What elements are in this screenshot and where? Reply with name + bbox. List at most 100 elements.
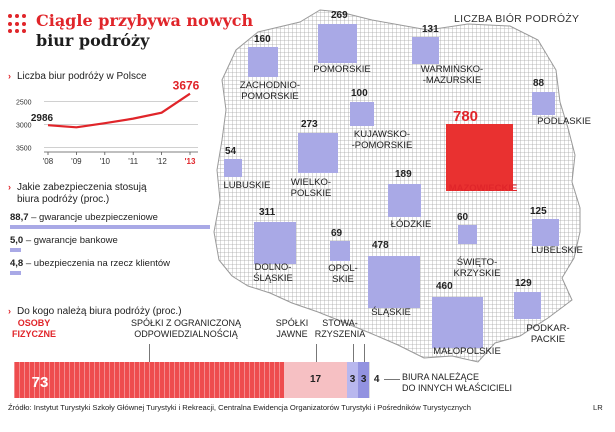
x-tick-label: '11 xyxy=(128,157,138,166)
ownership-leader xyxy=(315,344,317,362)
ownership-value: 3 xyxy=(360,374,367,385)
region-value-lubelskie: 125 xyxy=(530,206,547,217)
source-note: Źródło: Instytut Turystyki Szkoły Główne… xyxy=(8,403,471,412)
y-tick-label: 3500 xyxy=(16,145,32,152)
ownership-label: BIURA NALEŻĄCE DO INNYCH WŁAŚCICIELI xyxy=(402,372,513,393)
region-name-mazowieckie: MAZOWIECKIE xyxy=(448,183,518,194)
region-square-swietokrzyskie xyxy=(458,225,477,244)
count-section-title: Liczba biur podróży w Polsce xyxy=(17,71,147,82)
region-square-lodzkie xyxy=(388,184,421,217)
region-square-opolskie xyxy=(330,241,350,261)
security-bar xyxy=(10,271,21,275)
region-square-podlaskie xyxy=(532,92,555,115)
security-value: 88,7 xyxy=(10,212,29,223)
region-value-lubuskie: 54 xyxy=(225,146,237,157)
ownership-segment xyxy=(14,362,285,398)
ownership-label: OSOBY FIZYCZNE xyxy=(12,318,56,339)
region-value-pomorskie: 269 xyxy=(331,10,348,21)
region-name-lubelskie: LUBELSKIE xyxy=(531,245,583,256)
ownership-value: 4 xyxy=(373,374,380,385)
bullet-arrow-icon: › xyxy=(8,71,11,81)
region-square-wielkopolskie xyxy=(298,133,338,173)
x-tick-label: '12 xyxy=(156,157,167,166)
region-value-podlaskie: 88 xyxy=(533,78,545,89)
credit: LR xyxy=(593,403,603,412)
value-label-first: 2986 xyxy=(31,113,54,124)
region-square-lubelskie xyxy=(532,219,559,246)
line-chart: 3500 3000 2500 '08 '09 '10 '11 '12 '13 2986 3676 xyxy=(16,80,200,166)
ownership-label: SPÓŁKI JAWNE xyxy=(275,318,309,339)
region-square-dolnoslaskie xyxy=(254,222,296,264)
security-label: – ubezpieczenia na rzecz klientów xyxy=(23,258,171,269)
region-name-podlaskie: PODLASKIE xyxy=(537,116,591,127)
region-square-mazowieckie xyxy=(446,124,513,191)
x-tick-label: '13 xyxy=(185,157,196,166)
region-value-wielkopolskie: 273 xyxy=(301,119,318,130)
security-value: 4,8 xyxy=(10,258,24,269)
main-title-line1: Ciągle przybywa nowych xyxy=(36,11,254,30)
x-tick-label: '08 xyxy=(43,157,54,166)
value-label-last: 3676 xyxy=(173,80,200,93)
x-tick-label: '09 xyxy=(71,157,82,166)
region-square-kujawsko-pomorskie xyxy=(350,102,374,126)
ownership-leader xyxy=(363,344,365,362)
region-name-dolnoslaskie: DOLNO- ŚLĄSKIE xyxy=(253,262,293,284)
region-value-warminsko-mazurskie: 131 xyxy=(422,24,439,35)
ownership-leader xyxy=(384,379,400,380)
ownership-leader xyxy=(352,344,354,362)
security-label: – gwarancje ubezpieczeniowe xyxy=(28,212,158,223)
region-value-dolnoslaskie: 311 xyxy=(259,207,276,218)
region-name-zachodniopomorskie: ZACHODNIO- POMORSKIE xyxy=(239,80,301,102)
region-square-malopolskie xyxy=(432,297,483,348)
region-value-slaskie: 478 xyxy=(372,240,389,251)
region-name-kujawsko-pomorskie: KUJAWSKO- -POMORSKIE xyxy=(351,129,413,151)
ownership-label: SPÓŁKI Z OGRANICZONĄ ODPOWIEDZIALNOŚCIĄ xyxy=(130,318,242,339)
security-bar xyxy=(10,225,210,229)
region-value-podkarpackie: 129 xyxy=(515,278,532,289)
ownership-value: 73 xyxy=(31,374,49,391)
logo-dots-icon xyxy=(8,14,28,34)
region-name-malopolskie: MAŁOPOLSKIE xyxy=(433,346,501,357)
region-name-warminsko-mazurskie: WARMIŃSKO- -MAZURSKIE xyxy=(420,64,484,86)
main-title-line2: biur podróży xyxy=(36,31,150,50)
region-name-podkarpackie: PODKAR- PACKIE xyxy=(526,323,570,345)
ownership-segment xyxy=(284,362,347,398)
region-value-kujawsko-pomorskie: 100 xyxy=(351,88,368,99)
region-value-lodzkie: 189 xyxy=(395,169,412,180)
region-name-lubuskie: LUBUSKIE xyxy=(223,180,271,191)
security-bar xyxy=(10,248,22,252)
ownership-leader xyxy=(149,344,151,362)
ownership-title: Do kogo należą biura podróży (proc.) xyxy=(17,306,182,317)
ownership-segment xyxy=(369,362,385,398)
bullet-arrow-icon: › xyxy=(8,182,11,192)
x-tick-label: '10 xyxy=(100,157,111,166)
y-tick-label: 2500 xyxy=(16,100,32,107)
region-square-pomorskie xyxy=(318,24,357,63)
security-item: 88,7 – gwarancje ubezpieczeniowe xyxy=(10,212,158,223)
region-value-mazowieckie: 780 xyxy=(453,108,479,125)
map-title: LICZBA BIÓR PODRÓŻY xyxy=(454,13,580,25)
region-name-opolskie: OPOL- SKIE xyxy=(328,263,358,285)
region-name-slaskie: ŚLĄSKIE xyxy=(371,307,411,318)
region-square-lubuskie xyxy=(224,159,242,177)
region-value-opolskie: 69 xyxy=(331,228,343,239)
region-name-lodzkie: ŁÓDZKIE xyxy=(390,219,432,230)
region-square-zachodniopomorskie xyxy=(248,47,278,77)
y-tick-label: 3000 xyxy=(16,123,32,130)
security-item: 5,0 – gwarancje bankowe xyxy=(10,235,118,246)
series-line xyxy=(47,92,191,129)
region-name-swietokrzyskie: ŚWIĘTO- KRZYSKIE xyxy=(453,257,501,279)
region-value-swietokrzyskie: 60 xyxy=(457,212,469,223)
ownership-segment xyxy=(347,362,359,398)
ownership-label: STOWA- RZYSZENIA xyxy=(314,318,366,339)
region-name-pomorskie: POMORSKIE xyxy=(313,64,371,75)
security-title-line2: biura podróży (proc.) xyxy=(17,194,110,205)
ownership-value: 3 xyxy=(349,374,356,385)
bullet-arrow-icon: › xyxy=(8,306,11,316)
region-square-slaskie xyxy=(368,256,420,308)
security-item: 4,8 – ubezpieczenia na rzecz klientów xyxy=(10,258,170,269)
region-square-podkarpackie xyxy=(514,292,541,319)
ownership-segment xyxy=(358,362,370,398)
region-value-malopolskie: 460 xyxy=(436,281,453,292)
